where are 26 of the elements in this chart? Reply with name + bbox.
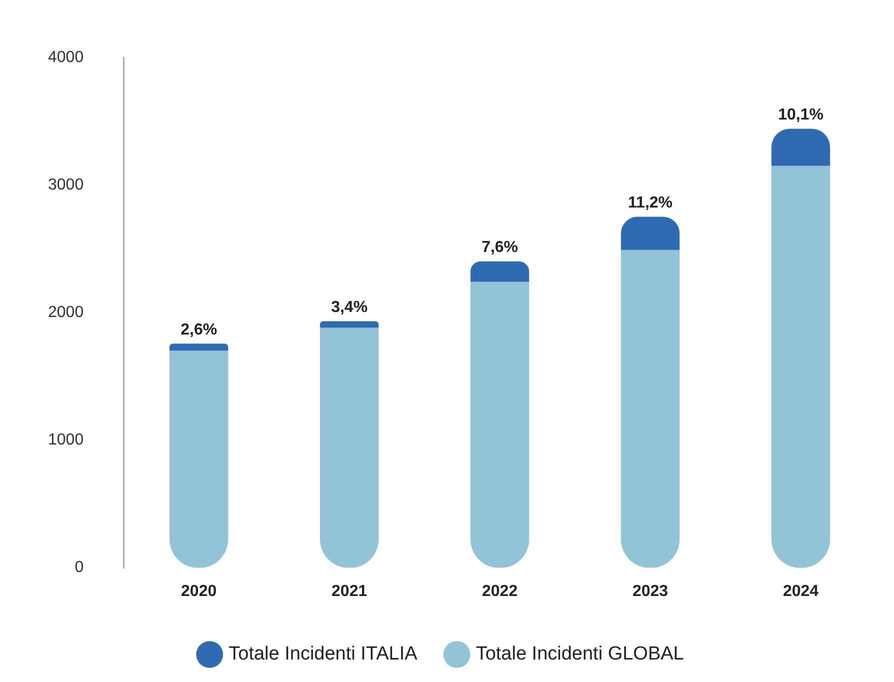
- bar: [771, 166, 830, 568]
- x-tick-label: 2022: [482, 582, 518, 600]
- annotation: 10,1%: [778, 106, 824, 124]
- x-tick-label: 2020: [181, 582, 217, 600]
- x-tick-label: 2023: [632, 582, 668, 600]
- annotation: 7,6%: [482, 239, 518, 256]
- annotation: 2,6%: [180, 321, 218, 338]
- bar: [620, 216, 680, 251]
- y-tick-label: 3000: [48, 176, 84, 194]
- y-tick-label: 1000: [48, 432, 84, 449]
- bar: [470, 261, 530, 282]
- annotation: 3,4%: [331, 299, 368, 316]
- bar: [170, 350, 228, 568]
- annotation: 11,2%: [628, 194, 673, 212]
- x-tick-label: 2021: [332, 582, 368, 600]
- legend-label: Totale Incidenti GLOBAL: [476, 644, 684, 665]
- bar: [771, 128, 830, 166]
- bar: [170, 344, 228, 352]
- bar: [620, 250, 680, 568]
- bar: [320, 328, 379, 568]
- y-tick-label: 4000: [48, 49, 84, 66]
- y-tick-label: 0: [74, 559, 84, 576]
- bar: [470, 282, 530, 568]
- y-tick-label: 2000: [48, 304, 84, 322]
- legend-label: Totale Incidenti ITALIA: [228, 644, 418, 665]
- x-tick-label: 2024: [782, 582, 819, 600]
